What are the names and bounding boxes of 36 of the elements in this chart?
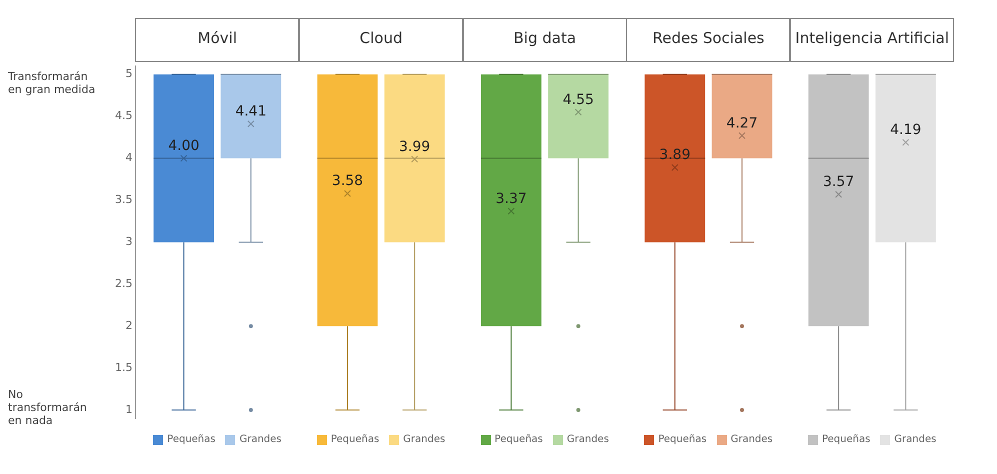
y-tick-label: 1: [125, 402, 132, 416]
y-tick-label: 2: [125, 318, 132, 332]
text: 4.27: [726, 115, 758, 132]
text: Grandes: [894, 434, 936, 445]
x-tick-label: Big data: [513, 28, 576, 47]
text: No transformarán en nada: [8, 388, 88, 427]
y-tick-label: 4.5: [114, 109, 132, 122]
text: 3.58: [332, 173, 364, 190]
legend-label: Grandes: [239, 434, 282, 445]
text: Pequeñas: [330, 434, 380, 445]
text: 3.57: [823, 174, 854, 190]
text: Transformarán en gran medida: [8, 70, 96, 96]
text: 4.19: [890, 122, 922, 138]
text: 4.41: [235, 104, 266, 120]
y-tick-label: 4: [125, 151, 132, 164]
x-tick-label: Inteligencia Artificial: [795, 28, 950, 47]
x-tick-label: Móvil: [198, 28, 238, 47]
x-tick-label: Cloud: [360, 28, 402, 47]
text: 4.00: [168, 138, 200, 154]
text: Grandes: [566, 434, 609, 445]
y-tick-label: 2.5: [114, 277, 132, 290]
text: Pequeñas: [822, 434, 870, 445]
y-tick-label: 1.5: [114, 360, 132, 374]
text: 3.89: [659, 147, 690, 164]
text: 3.99: [399, 138, 430, 155]
y-tick-label: 5: [125, 67, 132, 80]
text: 4.55: [562, 92, 594, 108]
text: 3.37: [496, 190, 527, 207]
text: Grandes: [730, 434, 773, 445]
y-tick-label: 3: [125, 235, 132, 248]
text: Pequeñas: [658, 434, 707, 445]
x-tick-label: Redes Sociales: [652, 28, 765, 47]
y-tick-label: 3.5: [114, 193, 132, 206]
legend-label: Pequeñas: [167, 434, 216, 445]
text: Grandes: [403, 434, 446, 445]
text: Pequeñas: [494, 434, 543, 445]
